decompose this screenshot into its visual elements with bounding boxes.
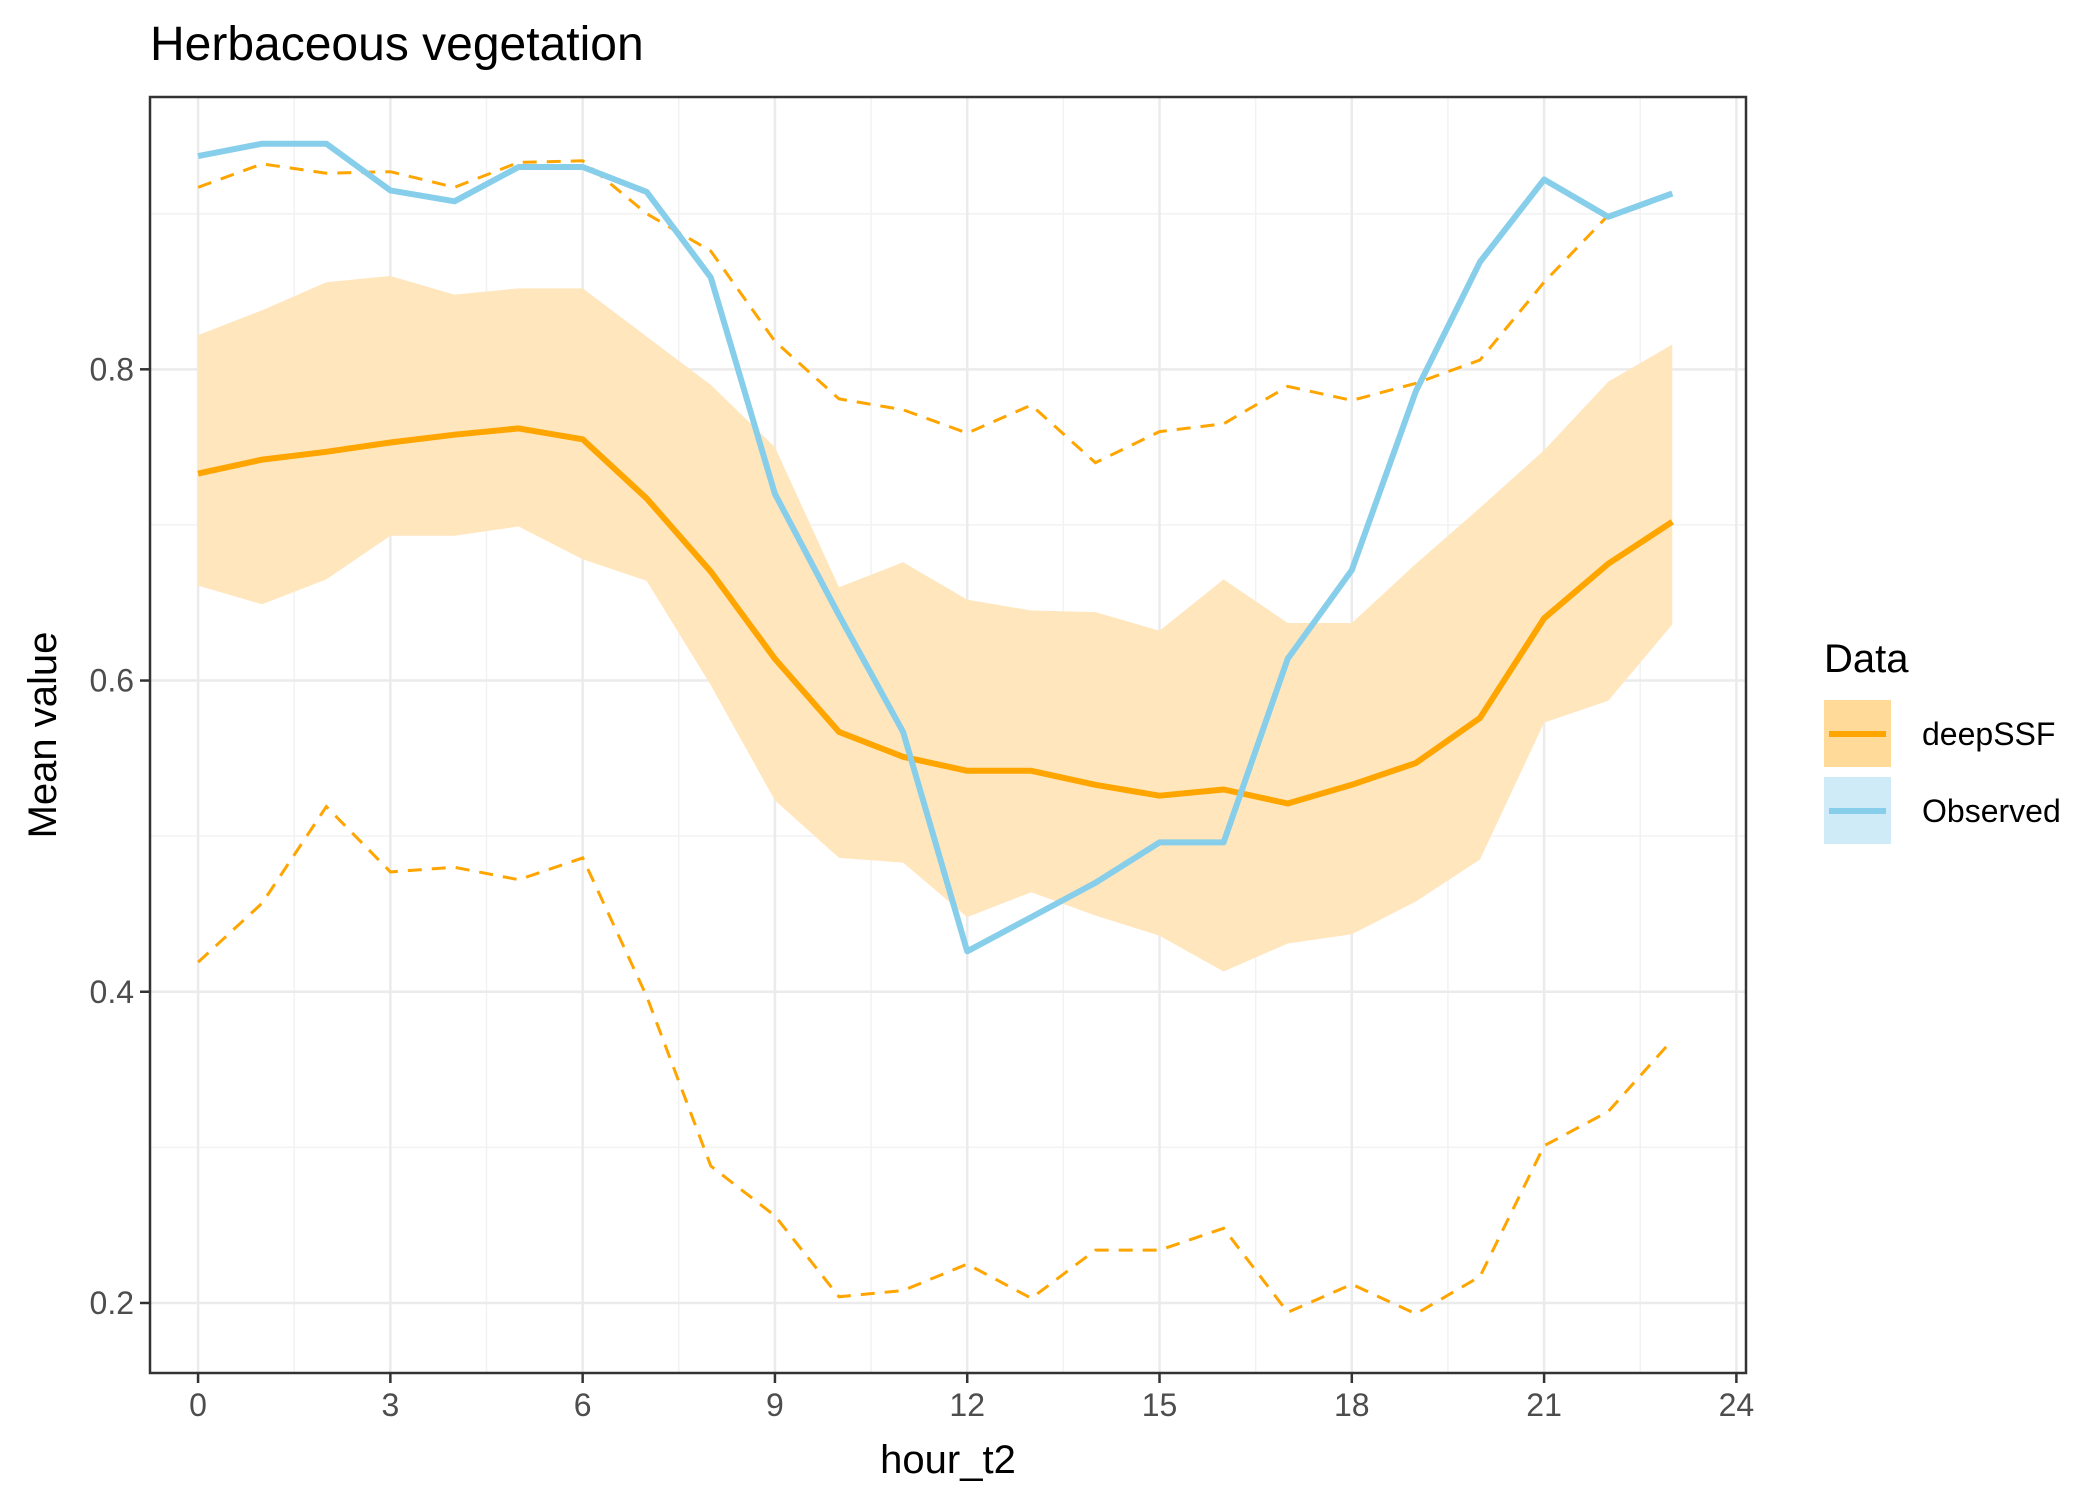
x-tick-label: 21 [1526,1387,1562,1423]
y-tick-label: 0.4 [90,974,134,1010]
x-axis: 0 3 6 9 12 15 18 21 24 [189,1373,1754,1423]
x-tick-label: 12 [949,1387,985,1423]
legend-label-observed: Observed [1922,793,2061,829]
y-axis: 0.2 0.4 0.6 0.8 [90,351,150,1321]
x-tick-label: 15 [1142,1387,1178,1423]
legend: Data deepSSF Observed [1824,637,2061,844]
legend-label-deepssf: deepSSF [1922,716,2055,752]
y-tick-label: 0.6 [90,663,134,699]
legend-title: Data [1824,637,1909,681]
y-axis-label: Mean value [21,632,65,839]
deepssf-dashed-upper-line [197,159,1673,465]
x-tick-label: 0 [189,1387,207,1423]
observed-line [197,140,1674,955]
plot-border [148,95,1748,1375]
deepssf-dashed-lower-line [197,804,1674,1316]
series-layer [197,140,1674,1316]
y-tick-label: 0.8 [90,351,134,387]
x-tick-label: 9 [766,1387,784,1423]
x-tick-label: 3 [381,1387,399,1423]
y-tick-label: 0.2 [90,1285,134,1321]
deepssf-line [197,425,1674,807]
chart-title: Herbaceous vegetation [150,18,644,71]
x-tick-label: 6 [574,1387,592,1423]
legend-entries: deepSSF Observed [1824,700,2061,844]
x-axis-label: hour_t2 [880,1438,1016,1482]
x-tick-label: 24 [1719,1387,1755,1423]
x-tick-label: 18 [1334,1387,1370,1423]
